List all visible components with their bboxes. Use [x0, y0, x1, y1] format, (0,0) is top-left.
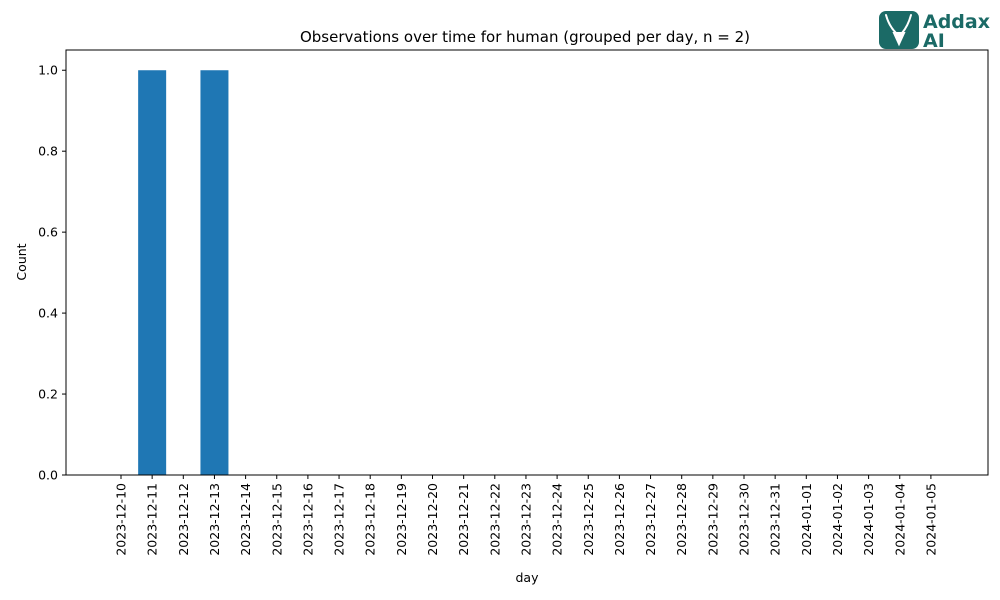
- plot-frame: [65, 49, 989, 476]
- x-tick-label: 2023-12-20: [425, 483, 440, 556]
- x-tick-label: 2023-12-28: [674, 483, 689, 556]
- y-tick-label: 1.0: [38, 63, 58, 78]
- x-tick-label: 2024-01-01: [799, 483, 814, 556]
- x-axis: 2023-12-10 2023-12-11 2023-12-12 2023-12-13…: [114, 475, 938, 556]
- addax-logo: Addax AI: [879, 11, 990, 52]
- x-tick-label: 2023-12-31: [768, 483, 783, 556]
- y-tick-label: 0.0: [38, 468, 58, 483]
- chart-title: Observations over time for human (groupe…: [300, 28, 750, 46]
- y-axis: 0.0 0.2 0.4 0.6 0.8 1.0: [38, 63, 66, 483]
- x-tick-label: 2024-01-04: [892, 483, 907, 556]
- x-tick-label: 2023-12-30: [737, 483, 752, 556]
- x-tick-label: 2023-12-17: [332, 483, 347, 556]
- x-tick-label: 2023-12-10: [114, 483, 129, 556]
- logo-text-line1: Addax: [923, 11, 990, 33]
- x-tick-label: 2023-12-12: [176, 483, 191, 556]
- x-tick-label: 2024-01-03: [861, 483, 876, 556]
- y-tick-label: 0.8: [38, 144, 58, 159]
- y-axis-label: Count: [14, 243, 29, 280]
- x-tick-label: 2023-12-13: [207, 483, 222, 556]
- x-tick-label: 2024-01-05: [923, 483, 938, 556]
- x-tick-label: 2023-12-27: [643, 483, 658, 556]
- bar-2023-12-11: [138, 70, 167, 475]
- x-tick-label: 2023-12-15: [269, 483, 284, 556]
- x-tick-label: 2023-12-16: [300, 483, 315, 556]
- x-tick-label: 2023-12-18: [363, 483, 378, 556]
- y-tick-label: 0.6: [38, 225, 58, 240]
- y-tick-label: 0.4: [38, 306, 58, 321]
- x-tick-label: 2023-12-14: [238, 483, 253, 556]
- x-tick-label: 2023-12-23: [518, 483, 533, 556]
- x-tick-label: 2024-01-02: [830, 483, 845, 556]
- x-tick-label: 2023-12-21: [456, 483, 471, 556]
- x-tick-label: 2023-12-19: [394, 483, 409, 556]
- x-tick-label: 2023-12-22: [487, 483, 502, 556]
- y-tick-label: 0.2: [38, 387, 58, 402]
- bar-2023-12-13: [200, 70, 229, 475]
- x-tick-label: 2023-12-29: [705, 483, 720, 556]
- logo-text-line2: AI: [923, 30, 945, 52]
- x-tick-label: 2023-12-25: [581, 483, 596, 556]
- x-tick-label: 2023-12-26: [612, 483, 627, 556]
- x-tick-label: 2023-12-11: [145, 483, 160, 556]
- antelope-icon: [885, 14, 912, 47]
- bars-group: [138, 70, 229, 475]
- x-axis-label: day: [516, 570, 540, 585]
- x-tick-label: 2023-12-24: [550, 483, 565, 556]
